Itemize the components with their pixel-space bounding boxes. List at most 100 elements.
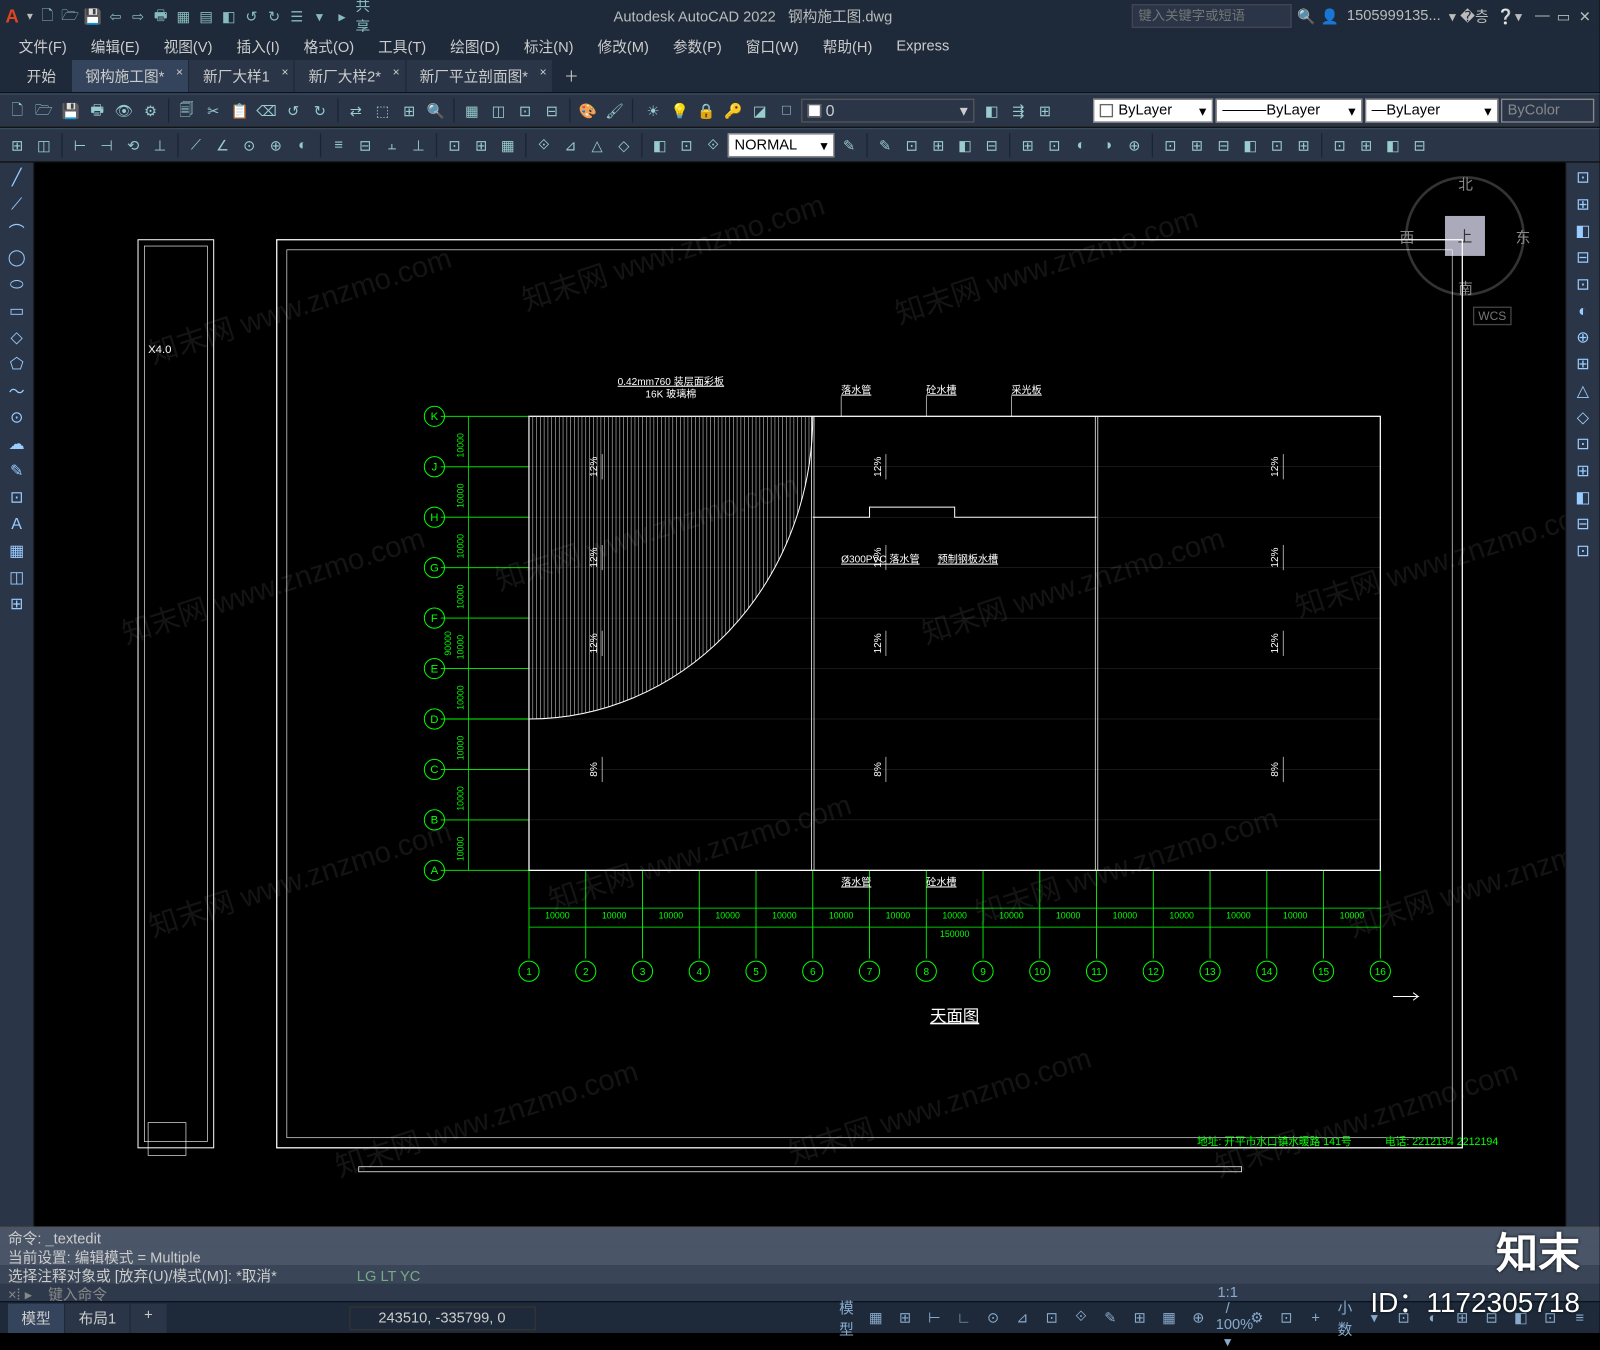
file-tab-1[interactable]: 新厂大样1× — [190, 60, 295, 92]
draw-tool-icon-13[interactable]: A — [0, 512, 33, 536]
draw-tool-icon-1[interactable]: ⟋ — [0, 192, 33, 216]
draw-tool-icon-7[interactable]: ⬠ — [0, 352, 33, 376]
toolbar2-right-icon-21[interactable]: ◧ — [1381, 133, 1405, 157]
toolbar1-icon-24[interactable]: 🎨 — [576, 99, 600, 123]
menu-3[interactable]: 插入(I) — [226, 33, 291, 60]
modify-tool-icon-9[interactable]: ◇ — [1566, 405, 1599, 429]
status-icon-13[interactable]: 1:1 / 100% ▾ — [1216, 1285, 1240, 1350]
draw-tool-icon-16[interactable]: ⊞ — [0, 592, 33, 616]
maximize-button[interactable]: ▭ — [1554, 7, 1573, 24]
status-icon-4[interactable]: ∟ — [952, 1310, 976, 1326]
toolbar1-icon-3[interactable]: 🖶 — [85, 99, 109, 123]
qat-icon-0[interactable]: 🗋 — [38, 7, 57, 26]
qat-icon-13[interactable]: ▸ — [333, 7, 352, 26]
toolbar2-icon-1[interactable]: ◫ — [32, 133, 56, 157]
menu-2[interactable]: 视图(V) — [153, 33, 223, 60]
toolbar1-right-icon-1[interactable]: ⇶ — [1006, 99, 1030, 123]
status-icon-12[interactable]: ⊕ — [1186, 1309, 1210, 1326]
layer-state-icon-5[interactable]: □ — [774, 99, 798, 123]
menu-11[interactable]: 帮助(H) — [812, 33, 883, 60]
menu-10[interactable]: 窗口(W) — [735, 33, 809, 60]
toolbar1-icon-17[interactable]: 🔍 — [424, 99, 448, 123]
toolbar1-icon-16[interactable]: ⊞ — [397, 99, 421, 123]
qat-icon-6[interactable]: ▦ — [174, 7, 193, 26]
toolbar2-icon-29[interactable]: ⊡ — [674, 133, 698, 157]
toolbar1-icon-7[interactable]: 🗐 — [175, 99, 199, 123]
textstyle-control[interactable]: NORMAL▾ — [728, 133, 835, 157]
toolbar1-icon-5[interactable]: ⚙ — [139, 99, 163, 123]
layer-state-icon-4[interactable]: ◪ — [748, 99, 772, 123]
user-label[interactable]: 1505999135... — [1347, 8, 1441, 24]
modify-tool-icon-11[interactable]: ⊞ — [1566, 459, 1599, 483]
toolbar2-icon-19[interactable]: ⊡ — [443, 133, 467, 157]
toolbar2-icon-20[interactable]: ⊞ — [469, 133, 493, 157]
layer-state-icon-3[interactable]: 🔑 — [721, 99, 745, 123]
help-search-input[interactable] — [1132, 4, 1292, 28]
toolbar2-right-icon-22[interactable]: ⊟ — [1408, 133, 1432, 157]
menu-7[interactable]: 标注(N) — [513, 33, 584, 60]
toolbar2-right-icon-12[interactable]: ⊡ — [1158, 133, 1182, 157]
menu-6[interactable]: 绘图(D) — [440, 33, 511, 60]
layer-state-icon-1[interactable]: 💡 — [668, 99, 692, 123]
status-icon-10[interactable]: ⊞ — [1128, 1309, 1152, 1326]
file-tab-0[interactable]: 钢构施工图*× — [72, 60, 190, 92]
toolbar1-icon-20[interactable]: ◫ — [487, 99, 511, 123]
minimize-button[interactable]: — — [1533, 7, 1552, 24]
toolbar2-right-icon-8[interactable]: ◐ — [1069, 133, 1093, 157]
modify-tool-icon-12[interactable]: ◧ — [1566, 485, 1599, 509]
toolbar1-icon-0[interactable]: 🗋 — [5, 99, 29, 123]
layer-state-icon-2[interactable]: 🔒 — [694, 99, 718, 123]
toolbar1-icon-21[interactable]: ⊡ — [513, 99, 537, 123]
color-control[interactable]: ByLayer▾ — [1093, 99, 1213, 123]
toolbar2-icon-28[interactable]: ◧ — [648, 133, 672, 157]
toolbar1-icon-10[interactable]: ⌫ — [255, 99, 279, 123]
qat-icon-8[interactable]: ◧ — [219, 7, 238, 26]
status-icon-9[interactable]: ✎ — [1098, 1309, 1122, 1326]
toolbar2-icon-9[interactable]: ∠ — [211, 133, 235, 157]
toolbar2-right-icon-2[interactable]: ⊞ — [926, 133, 950, 157]
draw-tool-icon-3[interactable]: ◯ — [0, 245, 33, 269]
modify-tool-icon-3[interactable]: ⊟ — [1566, 245, 1599, 269]
toolbar1-icon-12[interactable]: ↻ — [308, 99, 332, 123]
qat-icon-12[interactable]: ▾ — [310, 7, 329, 26]
toolbar2-right-icon-6[interactable]: ⊞ — [1016, 133, 1040, 157]
toolbar1-icon-11[interactable]: ↺ — [281, 99, 305, 123]
status-icon-11[interactable]: ▦ — [1157, 1309, 1181, 1326]
linetype-control[interactable]: ——— ByLayer▾ — [1216, 99, 1363, 123]
tab-add-layout[interactable]: + — [131, 1303, 168, 1332]
status-icon-2[interactable]: ⊞ — [893, 1309, 917, 1326]
status-icon-6[interactable]: ⊿ — [1010, 1309, 1034, 1326]
qat-icon-5[interactable]: 🖶 — [152, 7, 171, 26]
menu-4[interactable]: 格式(O) — [293, 33, 365, 60]
user-icon[interactable]: 👤 — [1321, 7, 1339, 24]
toolbar2-icon-21[interactable]: ▦ — [496, 133, 520, 157]
toolbar1-icon-9[interactable]: 📋 — [228, 99, 252, 123]
toolbar1-icon-14[interactable]: ⇄ — [344, 99, 368, 123]
menu-0[interactable]: 文件(F) — [8, 33, 77, 60]
toolbar2-icon-6[interactable]: ⊥ — [148, 133, 172, 157]
draw-tool-icon-8[interactable]: ～ — [0, 379, 33, 403]
layer-control[interactable]: ☀💡🔒🔑◪□ 0▾ — [639, 99, 978, 123]
toolbar2-right-icon-7[interactable]: ⊡ — [1042, 133, 1066, 157]
status-icon-7[interactable]: ⊡ — [1040, 1309, 1064, 1326]
toolbar1-right-icon-0[interactable]: ◧ — [980, 99, 1004, 123]
toolbar1-icon-2[interactable]: 💾 — [59, 99, 83, 123]
toolbar2-right-icon-0[interactable]: ✎ — [873, 133, 897, 157]
toolbar2-icon-10[interactable]: ⊙ — [237, 133, 261, 157]
toolbar1-icon-15[interactable]: ⬚ — [371, 99, 395, 123]
draw-tool-icon-15[interactable]: ◫ — [0, 565, 33, 589]
toolbar2-icon-24[interactable]: ⊿ — [559, 133, 583, 157]
draw-tool-icon-4[interactable]: ⬭ — [0, 272, 33, 296]
toolbar2-right-icon-16[interactable]: ⊡ — [1265, 133, 1289, 157]
tab-model[interactable]: 模型 — [8, 1303, 65, 1332]
toolbar1-icon-22[interactable]: ⊟ — [540, 99, 564, 123]
file-tab-2[interactable]: 新厂大样2*× — [295, 60, 406, 92]
search-icon[interactable]: 🔍 — [1297, 7, 1315, 24]
toolbar1-icon-8[interactable]: ✂ — [201, 99, 225, 123]
toolbar2-icon-17[interactable]: ⊥ — [407, 133, 431, 157]
toolbar2-right-icon-10[interactable]: ⊕ — [1122, 133, 1146, 157]
menu-12[interactable]: Express — [886, 36, 960, 57]
layer-state-icon-0[interactable]: ☀ — [641, 99, 665, 123]
toolbar2-icon-8[interactable]: ⟋ — [184, 133, 208, 157]
qat-icon-9[interactable]: ↺ — [242, 7, 261, 26]
